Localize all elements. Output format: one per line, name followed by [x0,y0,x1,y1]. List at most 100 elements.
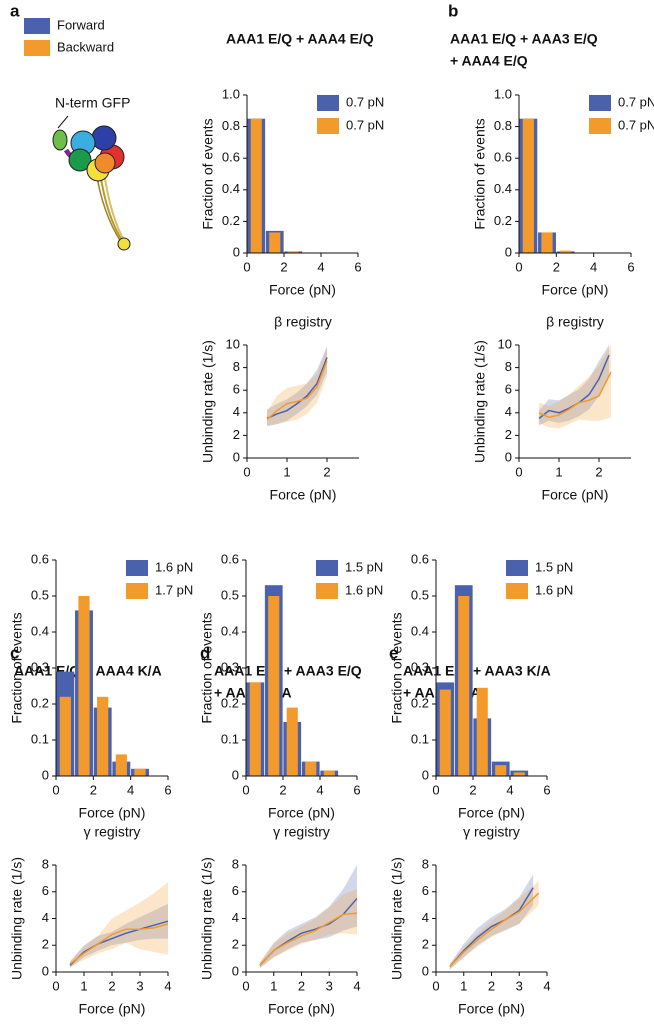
y-tick-label: 4 [505,404,512,419]
x-tick-label: 6 [543,782,550,797]
legend-swatch [126,583,148,599]
legend-label: 1.6 pN [345,582,383,597]
x-tick-label: 0 [52,782,59,797]
x-axis-label: Force (pN) [268,805,335,821]
y-tick-label: 0.4 [31,623,49,638]
y-axis-label: Fraction of events [199,612,215,723]
legend-label: 1.7 pN [155,582,193,597]
y-axis-label: Unbinding rate (1/s) [472,340,488,463]
x-tick-label: 4 [127,782,134,797]
bar [458,596,470,776]
y-tick-label: 0 [422,767,429,782]
x-tick-label: 4 [353,978,360,993]
bar [134,768,146,776]
chart-title: AAA1 E/Q + AAA3 E/Q [214,663,362,679]
x-tick-label: 6 [354,259,361,274]
y-tick-label: 6 [233,382,240,397]
bar [250,118,262,253]
legend-swatch [316,560,338,576]
bar [286,707,298,776]
y-axis-label: Fraction of events [200,118,216,229]
bar [249,682,261,776]
bar [495,765,507,776]
x-tick-label: 2 [553,259,560,274]
x-axis-label: Force (pN) [458,805,525,821]
panel-letter: e [389,643,398,662]
legend-label: 0.7 pN [346,94,384,109]
y-tick-label: 0.6 [31,551,49,566]
line [69,920,169,966]
legend-swatch [589,95,611,111]
bar [59,696,71,776]
y-tick-label: 8 [422,856,429,871]
x-tick-label: 0 [242,978,249,993]
y-tick-label: 0.4 [494,181,512,196]
x-tick-label: 0 [243,464,250,479]
y-tick-label: 0 [505,244,512,259]
x-tick-label: 2 [595,464,602,479]
x-axis-label: Force (pN) [542,282,609,298]
legend-swatch [126,560,148,576]
y-axis-label: Unbinding rate (1/s) [389,857,405,980]
bar [522,118,534,253]
y-tick-label: 8 [232,856,239,871]
x-tick-label: 1 [80,978,87,993]
x-tick-label: 3 [516,978,523,993]
bar [305,761,317,776]
x-tick-label: 2 [108,978,115,993]
x-tick-label: 4 [543,978,550,993]
x-tick-label: 6 [627,259,634,274]
y-tick-label: 0 [233,449,240,464]
chart-title: AAA1 E/Q + AAA3 K/A [403,663,551,679]
x-axis-label: Force (pN) [79,805,146,821]
y-tick-label: 0.2 [411,695,429,710]
y-tick-label: 6 [505,382,512,397]
y-tick-label: 0.3 [31,659,49,674]
y-tick-label: 4 [232,910,239,925]
y-tick-label: 0 [42,767,49,782]
x-tick-label: 1 [283,464,290,479]
x-tick-label: 3 [326,978,333,993]
legend-label: 1.6 pN [535,582,573,597]
y-tick-label: 0 [233,244,240,259]
confidence-band [539,345,609,426]
bar [560,250,572,253]
line [266,360,328,421]
x-tick-label: 0 [515,259,522,274]
legend-label: 1.5 pN [345,559,383,574]
y-tick-label: 0.2 [31,695,49,710]
x-tick-label: 2 [488,978,495,993]
y-tick-label: 8 [42,856,49,871]
y-tick-label: 0 [232,963,239,978]
line [449,887,534,968]
y-tick-label: 1.0 [494,86,512,101]
y-axis-label: Unbinding rate (1/s) [199,857,215,980]
y-axis-label: Fraction of events [9,612,25,723]
y-tick-label: 8 [505,359,512,374]
y-tick-label: 2 [233,427,240,442]
x-tick-label: 1 [460,978,467,993]
y-tick-label: 8 [233,359,240,374]
confidence-band [259,865,357,968]
x-axis-label: Force (pN) [458,1001,525,1017]
y-tick-label: 0.1 [411,731,429,746]
bar [439,689,451,776]
x-tick-label: 0 [52,978,59,993]
panel-letter: b [448,1,458,20]
x-tick-label: 0 [432,782,439,797]
x-tick-label: 4 [164,978,171,993]
x-tick-label: 1 [270,978,277,993]
x-tick-label: 2 [90,782,97,797]
x-tick-label: 2 [280,259,287,274]
y-tick-label: 0.6 [222,150,240,165]
legend-swatch [506,583,528,599]
bar [268,596,280,776]
chart-title: AAA1 E/Q + AAA3 E/Q [450,31,598,47]
x-tick-label: 2 [279,782,286,797]
y-tick-label: 6 [232,883,239,898]
y-tick-label: 10 [498,336,512,351]
legend-label: 1.5 pN [535,559,573,574]
y-tick-label: 0.4 [411,623,429,638]
y-tick-label: 4 [233,404,240,419]
